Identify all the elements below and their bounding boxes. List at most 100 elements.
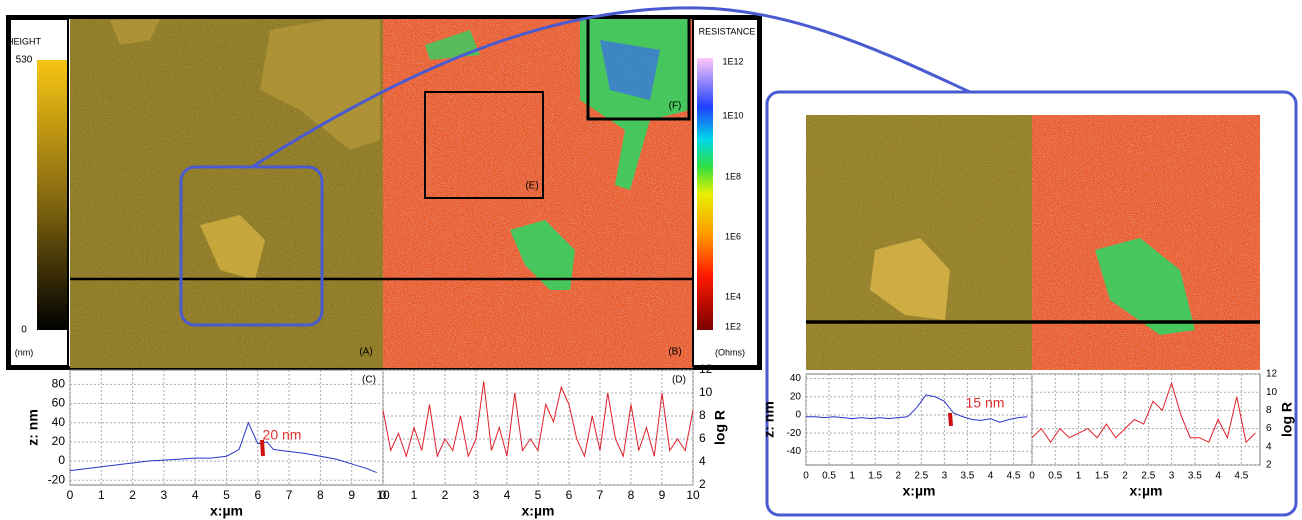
scale-bar	[948, 412, 953, 427]
resistance-colorbar	[697, 58, 713, 330]
annotation: 20 nm	[263, 427, 302, 443]
y-tick-label: 20	[52, 434, 66, 448]
flake	[510, 220, 575, 290]
x-tick-label: 5	[223, 488, 230, 502]
x-tick-label: 5	[535, 488, 542, 502]
x-tick-label: 2	[442, 488, 449, 502]
y-tick-label: 40	[790, 373, 802, 384]
scale-bar	[260, 439, 265, 457]
x-tick-label: 1.5	[1095, 471, 1109, 482]
panel-label: (A)	[359, 347, 372, 358]
flake	[260, 19, 380, 150]
resistance-texture	[1032, 115, 1260, 370]
plot-area	[805, 373, 1033, 466]
x-tick-label: 9	[659, 488, 666, 502]
x-tick-label: 3.5	[960, 471, 974, 482]
height-colorbar	[37, 60, 67, 330]
panel-label: (E)	[525, 181, 538, 192]
y-tick-label: 40	[52, 415, 66, 429]
x-tick-label: 2	[129, 488, 136, 502]
panel-label: (F)	[669, 101, 682, 112]
x-tick-label: 1	[411, 488, 418, 502]
annotation: 15 nm	[966, 395, 1005, 411]
y-axis-label: log R	[712, 410, 728, 445]
panel-label: (C)	[362, 375, 376, 386]
y-tick-label: 6	[699, 431, 706, 445]
x-tick-label: 10	[376, 488, 390, 502]
x-tick-label: 3	[473, 488, 480, 502]
colorbar-ticks: 1E12 1E10 1E8 1E6 1E4 1E2	[722, 56, 743, 331]
x-tick-label: 0	[1029, 471, 1035, 482]
y-tick-label: 80	[52, 377, 66, 391]
y-tick-label: 6	[1266, 423, 1272, 434]
y-axis-label: z: nm	[25, 409, 41, 446]
flake	[1095, 238, 1195, 335]
y-tick-label: -20	[787, 428, 802, 439]
colorbar-label: 1E2	[725, 321, 741, 331]
x-tick-label: 6	[566, 488, 573, 502]
x-tick-label: 2.5	[1141, 471, 1155, 482]
x-tick-label: 9	[348, 488, 355, 502]
x-tick-label: 0.5	[1048, 471, 1062, 482]
x-tick-label: 3	[1169, 471, 1175, 482]
y-tick-label: -20	[48, 472, 66, 486]
x-axis-label: x:µm	[210, 503, 243, 519]
profile-line	[1031, 381, 1256, 444]
x-tick-label: 7	[597, 488, 604, 502]
x-tick-label: 0	[67, 488, 74, 502]
x-tick-label: 1	[1076, 471, 1082, 482]
profile-line	[382, 381, 694, 459]
y-tick-label: 4	[699, 454, 706, 468]
zoom-box	[424, 91, 544, 199]
flake	[200, 215, 265, 280]
flake	[110, 19, 160, 45]
colorbar-label: 1E10	[722, 110, 743, 120]
x-tick-label: 1.5	[868, 471, 882, 482]
x-tick-label: 4.5	[1007, 471, 1021, 482]
colorbar-label: 1E12	[722, 56, 743, 66]
colorbar-label: 0	[21, 325, 27, 336]
zoom-box	[179, 165, 324, 327]
x-tick-label: 7	[286, 488, 293, 502]
x-tick-label: 2	[1122, 471, 1128, 482]
y-axis-label: log R	[1279, 402, 1295, 437]
x-tick-label: 4	[192, 488, 199, 502]
y-tick-label: 12	[1266, 369, 1278, 380]
y-tick-label: 20	[790, 391, 802, 402]
colorbar-title: RESISTANCE	[699, 26, 756, 36]
x-tick-label: 0	[380, 488, 387, 502]
y-tick-label: 60	[52, 396, 66, 410]
y-axis-label: z: nm	[761, 401, 777, 438]
panel-label: (D)	[672, 375, 686, 386]
x-tick-label: 2.5	[914, 471, 928, 482]
x-tick-label: 3	[161, 488, 168, 502]
y-tick-label: 0	[58, 453, 65, 467]
y-tick-label: 10	[1266, 387, 1278, 398]
flake	[600, 40, 660, 100]
x-tick-label: 0	[803, 471, 809, 482]
y-tick-label: 2	[1266, 460, 1272, 471]
colorbar-label: 1E8	[725, 171, 741, 181]
x-tick-label: 8	[628, 488, 635, 502]
colorbar-label: 530	[16, 55, 33, 66]
y-tick-label: 2	[699, 477, 706, 491]
profile-line	[806, 394, 1028, 423]
profile-line	[69, 421, 377, 474]
y-tick-label: -40	[787, 446, 802, 457]
x-axis-label: x:µm	[1130, 483, 1163, 499]
panel-label: (B)	[668, 347, 681, 358]
zoom-box	[586, 15, 691, 121]
y-tick-label: 12	[699, 362, 713, 376]
x-tick-label: 0.5	[822, 471, 836, 482]
y-tick-label: 8	[1266, 405, 1272, 416]
colorbar-unit: (Ohms)	[715, 347, 745, 357]
x-tick-label: 1	[849, 471, 855, 482]
x-axis-label: x:µm	[903, 483, 936, 499]
x-tick-label: 4.5	[1234, 471, 1248, 482]
x-tick-label: 3.5	[1188, 471, 1202, 482]
y-tick-label: 8	[699, 408, 706, 422]
colorbar-label: 1E4	[725, 291, 741, 301]
x-tick-label: 8	[317, 488, 324, 502]
colorbar-title: HEIGHT	[7, 36, 42, 46]
x-tick-label: 6	[254, 488, 261, 502]
